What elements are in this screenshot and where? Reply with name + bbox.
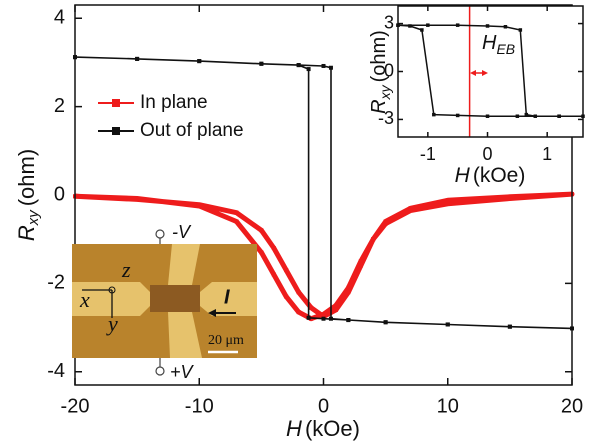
marker xyxy=(346,290,350,294)
marker xyxy=(486,114,490,118)
marker xyxy=(408,206,412,210)
x-tick-label: 0 xyxy=(483,144,493,164)
marker xyxy=(486,24,490,28)
y-symbol: R xyxy=(368,99,390,113)
annotation-symbol: H xyxy=(482,32,497,54)
marker xyxy=(371,237,375,241)
terminal-label: -V xyxy=(172,222,192,242)
marker xyxy=(307,316,311,320)
y-tick-label: 2 xyxy=(54,95,65,117)
marker xyxy=(329,66,333,70)
marker xyxy=(504,25,508,29)
marker xyxy=(508,195,512,199)
x-tick-label: -10 xyxy=(185,395,214,417)
marker xyxy=(297,310,301,314)
marker xyxy=(446,198,450,202)
marker xyxy=(309,306,313,310)
marker xyxy=(135,197,139,201)
legend-label: Out of plane xyxy=(140,120,244,141)
inset-x-label: H(kOe) xyxy=(455,164,526,187)
y-unit: (ohm) xyxy=(14,149,39,206)
y-tick-label: -2 xyxy=(47,272,65,294)
y-tick-label: -4 xyxy=(47,360,65,382)
marker xyxy=(359,259,363,263)
marker xyxy=(307,67,311,71)
y-tick-label: 0 xyxy=(54,183,65,205)
x-tick-label: -1 xyxy=(420,144,436,164)
y-symbol: R xyxy=(14,225,39,241)
marker xyxy=(519,28,523,32)
marker xyxy=(516,114,520,118)
marker xyxy=(135,57,139,61)
x-tick-label: 20 xyxy=(561,395,583,417)
marker xyxy=(446,202,450,206)
marker xyxy=(272,273,276,277)
marker xyxy=(525,113,529,117)
y-subscript: xy xyxy=(25,209,42,227)
channel xyxy=(150,285,200,312)
terminal xyxy=(156,230,164,238)
current-label: I xyxy=(224,286,230,308)
marker xyxy=(322,317,326,321)
marker xyxy=(235,220,239,224)
marker xyxy=(297,290,301,294)
marker xyxy=(446,322,450,326)
marker xyxy=(456,23,460,27)
legend-marker xyxy=(112,127,120,135)
x-unit: (kOe) xyxy=(305,416,360,441)
axis-label: z xyxy=(121,257,131,282)
marker xyxy=(384,320,388,324)
x-unit: (kOe) xyxy=(473,164,526,187)
legend-marker xyxy=(112,99,120,107)
x-tick-label: 1 xyxy=(542,144,552,164)
marker xyxy=(284,268,288,272)
marker xyxy=(322,64,326,68)
marker xyxy=(197,203,201,207)
x-tick-label: 0 xyxy=(318,395,329,417)
y-tick-label: 3 xyxy=(384,12,394,32)
scale-label: 20 μm xyxy=(208,333,244,348)
legend-label: In plane xyxy=(140,92,208,113)
axis-label: x xyxy=(79,287,90,312)
y-tick-label: 4 xyxy=(54,7,65,29)
x-tick-label: 10 xyxy=(437,395,459,417)
marker xyxy=(346,318,350,322)
marker xyxy=(334,303,338,307)
marker xyxy=(259,62,263,66)
marker xyxy=(359,264,363,268)
figure: -20-1001020-4-2024In planeOut of plane R… xyxy=(0,0,589,446)
y-axis-label: Rxy (ohm) xyxy=(14,149,42,241)
marker xyxy=(346,286,350,290)
marker xyxy=(235,211,239,215)
inset-y-label: Rxy (ohm) xyxy=(368,30,392,114)
marker xyxy=(334,308,338,312)
marker xyxy=(329,317,333,321)
marker xyxy=(284,295,288,299)
marker xyxy=(508,325,512,329)
marker xyxy=(456,114,460,118)
annotation-subscript: EB xyxy=(496,41,515,57)
marker xyxy=(272,246,276,250)
marker xyxy=(534,114,538,118)
marker xyxy=(384,220,388,224)
marker xyxy=(197,59,201,63)
marker xyxy=(408,24,412,28)
marker xyxy=(432,113,436,117)
y-subscript: xy xyxy=(377,84,393,100)
terminal xyxy=(156,367,164,375)
x-axis-label: H(kOe) xyxy=(286,416,360,441)
terminal-label: +V xyxy=(170,362,195,382)
axis-label: y xyxy=(106,311,118,336)
marker xyxy=(426,23,430,27)
x-tick-label: -20 xyxy=(61,395,90,417)
marker xyxy=(259,228,263,232)
x-symbol: H xyxy=(455,164,471,187)
x-symbol: H xyxy=(286,416,302,441)
marker xyxy=(420,28,424,32)
device-image: -V +V z x y I 20 μm xyxy=(72,222,257,382)
marker xyxy=(557,114,561,118)
y-unit: (ohm) xyxy=(368,30,390,82)
marker xyxy=(297,63,301,67)
marker xyxy=(259,250,263,254)
